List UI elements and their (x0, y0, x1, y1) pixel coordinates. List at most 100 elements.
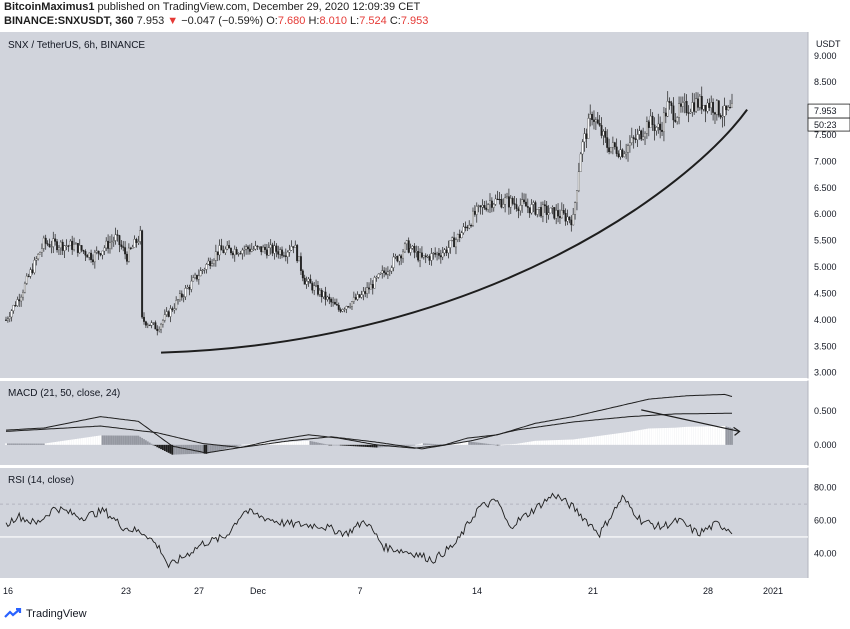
candle (347, 305, 350, 308)
macd-histogram-bar (659, 428, 662, 445)
macd-histogram-bar (517, 443, 520, 445)
macd-histogram-bar (330, 444, 333, 446)
macd-histogram-bar (466, 441, 469, 445)
macd-histogram-bar (131, 435, 134, 445)
candle (545, 201, 548, 224)
price-tick-9: 4.500 (814, 288, 837, 298)
candle (20, 294, 23, 307)
low-label: L: (350, 15, 360, 27)
macd-histogram-bar (343, 444, 346, 446)
candle (424, 253, 427, 264)
macd-histogram-bar (492, 444, 495, 446)
candle (50, 240, 53, 254)
candle (432, 252, 435, 260)
candle (339, 307, 342, 313)
macd-histogram-bar (95, 435, 98, 445)
divergence-arrow[interactable] (641, 409, 740, 432)
macd-histogram-bar (283, 441, 285, 445)
macd-histogram-bar (247, 444, 249, 445)
macd-histogram-bar (712, 426, 714, 445)
macd-line (5, 393, 733, 454)
macd-histogram-bar (377, 444, 380, 448)
candle (190, 275, 193, 293)
candle (335, 298, 338, 306)
macd-histogram-bar (526, 442, 529, 445)
candle (574, 201, 577, 220)
macd-histogram-bar (489, 444, 491, 445)
candle (23, 281, 26, 294)
macd-histogram-bar (407, 444, 410, 446)
macd-histogram-bar (719, 426, 722, 445)
candle (373, 275, 376, 289)
macd-histogram-bar (65, 440, 68, 445)
candle (500, 194, 503, 209)
candle (388, 269, 391, 277)
candle (56, 239, 58, 253)
candle (133, 235, 136, 248)
macd-histogram-bar (577, 438, 580, 445)
macd-histogram-bar (105, 435, 108, 445)
candle (438, 248, 440, 260)
candle (40, 243, 43, 257)
macd-histogram-bar (182, 444, 185, 455)
author-name[interactable]: BitcoinMaximus1 (4, 1, 95, 13)
macd-histogram-bar (600, 435, 603, 445)
candle (704, 104, 707, 123)
change-value: −0.047 (−0.59%) (181, 15, 264, 27)
candle (706, 98, 709, 114)
macd-histogram-bar (258, 443, 261, 445)
candle (526, 198, 529, 214)
last-value: 7.953 (136, 15, 165, 27)
candle (90, 249, 93, 263)
candle (35, 256, 38, 266)
macd-histogram-bar (727, 426, 730, 445)
candle (196, 274, 198, 282)
macd-histogram-bar (82, 437, 85, 445)
candle (498, 192, 501, 205)
candle (583, 127, 586, 152)
candle (413, 243, 416, 259)
low-value: 7.524 (359, 15, 387, 27)
candle (502, 198, 505, 209)
candle (122, 240, 125, 252)
macd-histogram-bar (156, 444, 159, 448)
open-value: 7.680 (277, 15, 306, 27)
macd-histogram-bar (683, 426, 686, 445)
candle (492, 203, 495, 212)
macd-histogram-bar (177, 444, 179, 455)
candle (303, 274, 306, 285)
macd-histogram-bar (145, 440, 147, 445)
macd-histogram-bar (536, 440, 539, 445)
candle (487, 202, 490, 213)
candle (483, 200, 486, 210)
candle (368, 282, 370, 294)
macd-histogram-bar (721, 425, 724, 445)
trendline-curve[interactable] (160, 109, 748, 354)
macd-histogram-bar (127, 435, 130, 445)
candle (180, 290, 183, 301)
price-tick-6: 6.000 (814, 209, 837, 219)
macd-histogram-bar (352, 444, 355, 447)
candle (256, 245, 259, 250)
macd-histogram-bar (152, 444, 155, 446)
macd-histogram-bar (22, 443, 24, 445)
candle (519, 198, 522, 216)
macd-histogram-bar (381, 444, 384, 448)
candle (230, 247, 232, 256)
candle (596, 111, 599, 125)
candle (360, 290, 363, 299)
candle (640, 129, 643, 142)
candle (173, 303, 176, 314)
footer-brand[interactable]: TradingView (4, 608, 87, 620)
macd-histogram-bar (653, 428, 656, 445)
candle (160, 322, 162, 334)
candle (715, 98, 718, 121)
macd-histogram-bar (402, 444, 404, 446)
macd-histogram-bar (530, 441, 533, 445)
candle (623, 150, 626, 158)
candle (475, 202, 478, 223)
candle (581, 139, 584, 163)
macd-histogram-bar (116, 435, 119, 445)
candle (473, 205, 476, 217)
